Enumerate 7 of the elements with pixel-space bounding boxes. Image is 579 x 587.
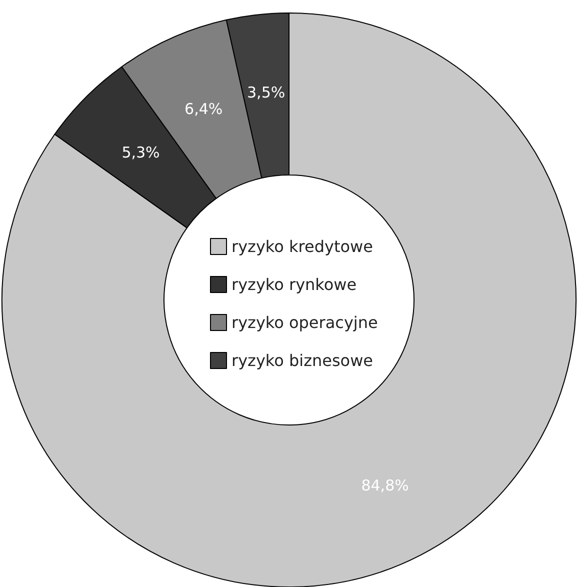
data-label: 3,5% xyxy=(247,83,286,102)
legend-label: ryzyko kredytowe xyxy=(232,237,373,256)
data-label: 5,3% xyxy=(122,144,160,162)
legend-label: ryzyko biznesowe xyxy=(232,351,374,370)
data-label: 6,4% xyxy=(184,100,223,118)
legend-label: ryzyko rynkowe xyxy=(232,275,357,294)
legend-label: ryzyko operacyjne xyxy=(232,313,378,332)
